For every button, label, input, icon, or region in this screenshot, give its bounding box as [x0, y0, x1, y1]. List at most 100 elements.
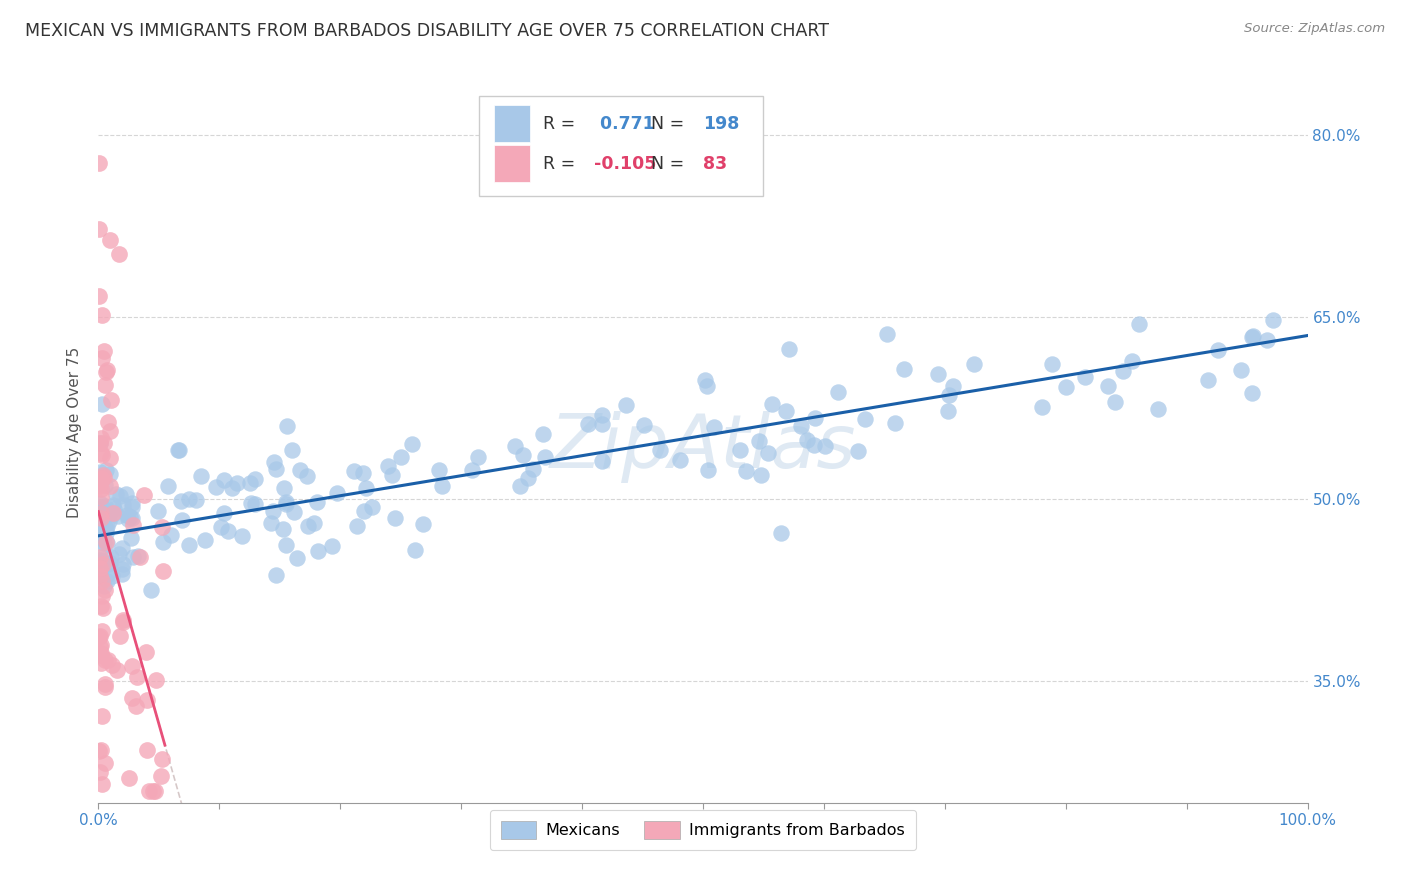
Point: [90, 648, 112, 662]
Point: [100, 393, 122, 408]
Point: [1128, 317, 1150, 331]
Point: [884, 416, 907, 430]
Point: [534, 450, 557, 465]
Point: [141, 583, 163, 598]
Point: [276, 419, 298, 434]
Point: [89, 569, 111, 583]
Point: [90, 474, 112, 488]
Point: [91, 557, 114, 571]
Point: [93, 377, 115, 392]
Point: [94, 478, 117, 492]
Point: [389, 450, 412, 464]
Point: [89, 515, 111, 529]
Point: [96, 362, 118, 376]
Point: [97, 415, 120, 429]
Point: [142, 783, 165, 797]
Point: [876, 327, 898, 342]
Point: [93, 536, 115, 550]
Text: R =: R =: [543, 155, 581, 173]
Point: [170, 493, 193, 508]
Point: [184, 493, 207, 508]
Point: [90, 523, 112, 537]
Point: [93, 436, 115, 450]
Point: [177, 538, 200, 552]
Point: [266, 462, 288, 476]
Bar: [494, 145, 530, 182]
Point: [97, 653, 120, 667]
Point: [118, 509, 141, 524]
Point: [354, 481, 377, 495]
Point: [96, 506, 118, 520]
Point: [91, 574, 114, 588]
Point: [98, 424, 121, 438]
Point: [91, 308, 114, 322]
Point: [90, 556, 112, 570]
Point: [121, 549, 143, 564]
Point: [591, 454, 613, 468]
Point: [735, 464, 758, 478]
Point: [101, 506, 124, 520]
Point: [576, 417, 599, 432]
Point: [460, 463, 482, 477]
Point: [108, 548, 131, 562]
Point: [295, 468, 318, 483]
Point: [1121, 354, 1143, 368]
Point: [281, 442, 304, 457]
Point: [321, 539, 343, 553]
Point: [614, 398, 637, 412]
Point: [111, 541, 134, 556]
Point: [326, 486, 349, 500]
Point: [89, 496, 111, 510]
Point: [91, 558, 114, 573]
Point: [100, 549, 122, 564]
Point: [1263, 313, 1285, 327]
Point: [380, 468, 402, 483]
Point: [591, 408, 613, 422]
Point: [89, 560, 111, 574]
Point: [503, 439, 526, 453]
Point: [262, 504, 284, 518]
Point: [509, 479, 531, 493]
Point: [243, 497, 266, 511]
Point: [89, 765, 111, 780]
Point: [108, 629, 131, 643]
Point: [846, 444, 869, 458]
Point: [150, 769, 173, 783]
Point: [231, 528, 253, 542]
Point: [94, 680, 117, 694]
Point: [91, 397, 114, 411]
Point: [89, 436, 111, 450]
Point: [89, 531, 111, 545]
Point: [266, 568, 288, 582]
Point: [297, 519, 319, 533]
Point: [90, 638, 112, 652]
Point: [90, 554, 112, 568]
Point: [271, 522, 294, 536]
Point: [703, 420, 725, 434]
Point: [143, 783, 166, 797]
Point: [90, 656, 112, 670]
Point: [90, 431, 112, 445]
Point: [427, 463, 450, 477]
Point: [136, 743, 159, 757]
Point: [260, 516, 283, 531]
Point: [1240, 329, 1263, 343]
Point: [412, 516, 434, 531]
Point: [276, 495, 298, 509]
Point: [893, 362, 915, 376]
Point: [89, 567, 111, 582]
Point: [121, 658, 143, 673]
Point: [134, 488, 156, 502]
Point: [194, 533, 217, 548]
Point: [87, 289, 110, 303]
Point: [360, 500, 382, 515]
Point: [89, 629, 111, 643]
Point: [122, 517, 145, 532]
Point: [112, 615, 135, 629]
Point: [93, 518, 115, 533]
Point: [790, 419, 813, 434]
Point: [225, 476, 247, 491]
Point: [217, 524, 239, 538]
Point: [90, 511, 112, 525]
Point: [91, 516, 114, 531]
